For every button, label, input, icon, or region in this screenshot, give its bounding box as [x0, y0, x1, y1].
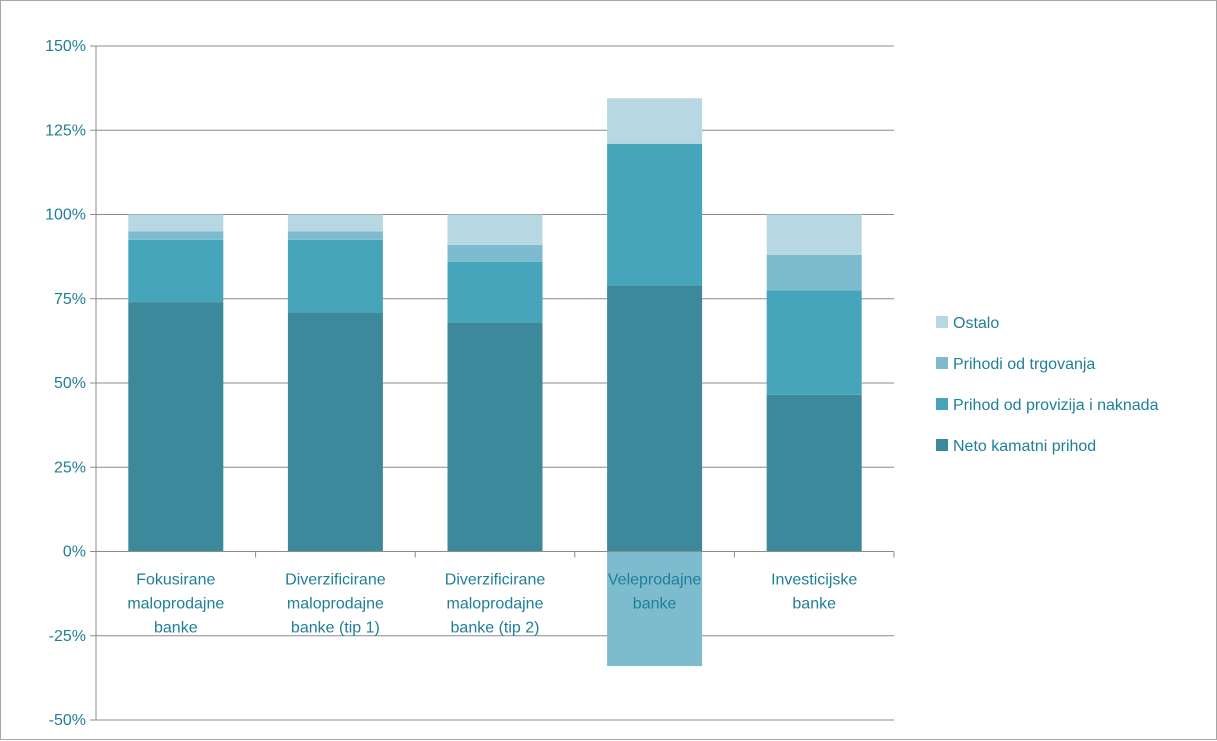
category-labels: Fokusirane maloprodajne banke Diverzificira… — [127, 572, 857, 637]
bar-segment — [607, 143, 703, 286]
legend-label: Ostalo — [953, 315, 999, 332]
bar-segment — [447, 261, 543, 323]
bar-segment — [128, 302, 224, 552]
category-label: banke — [154, 620, 198, 637]
bar-segment — [447, 322, 543, 552]
category-label: maloprodajne — [447, 596, 544, 613]
category-label: banke — [792, 596, 836, 613]
category-label: Veleprodajne — [608, 572, 702, 589]
y-tick-label: 50% — [54, 375, 86, 392]
y-tick-label: -25% — [49, 628, 86, 645]
legend-swatch — [936, 398, 948, 410]
legend-label: Prihod od provizija i naknada — [953, 397, 1159, 414]
bar-segment — [128, 231, 224, 240]
bar-segment — [607, 551, 703, 667]
category-label: banke (tip 1) — [291, 620, 380, 637]
legend-label: Prihodi od trgovanja — [953, 356, 1095, 373]
y-tick-label: -50% — [49, 712, 86, 729]
y-tick-labels: 150% 125% 100% 75% 50% 25% 0% -25% -50% — [45, 38, 86, 729]
y-tick-label: 25% — [54, 459, 86, 476]
legend-swatch — [936, 439, 948, 451]
bar-segment — [447, 244, 543, 262]
bar-segment — [766, 290, 862, 395]
legend: Ostalo Prihodi od trgovanja Prihod od prov… — [936, 315, 1159, 455]
category-label: banke (tip 2) — [451, 620, 540, 637]
category-label: maloprodajne — [127, 596, 224, 613]
bar-segment — [287, 214, 383, 232]
category-label: Diverzificirane — [285, 572, 386, 589]
y-tick-label: 0% — [63, 544, 86, 561]
bar-segment — [447, 214, 543, 245]
y-tick-label: 125% — [45, 122, 86, 139]
legend-label: Neto kamatni prihod — [953, 438, 1096, 455]
bar-segment — [128, 239, 224, 303]
y-tick-label: 150% — [45, 38, 86, 55]
category-label: Investicijske — [771, 572, 857, 589]
bar-segment — [287, 312, 383, 552]
axes — [90, 45, 895, 721]
y-tick-label: 75% — [54, 291, 86, 308]
category-label: banke — [633, 596, 677, 613]
category-label: maloprodajne — [287, 596, 384, 613]
bar-segment — [766, 214, 862, 255]
legend-swatch — [936, 316, 948, 328]
legend-swatch — [936, 357, 948, 369]
bar-segment — [766, 254, 862, 291]
bars — [128, 98, 862, 667]
bar-segment — [287, 231, 383, 240]
bar-segment — [128, 214, 224, 232]
bar-segment — [766, 394, 862, 552]
bar-segment — [287, 239, 383, 313]
category-label: Diverzificirane — [445, 572, 546, 589]
bar-segment — [607, 285, 703, 552]
category-label: Fokusirane — [136, 572, 215, 589]
bar-segment — [607, 98, 703, 144]
y-tick-label: 100% — [45, 207, 86, 224]
